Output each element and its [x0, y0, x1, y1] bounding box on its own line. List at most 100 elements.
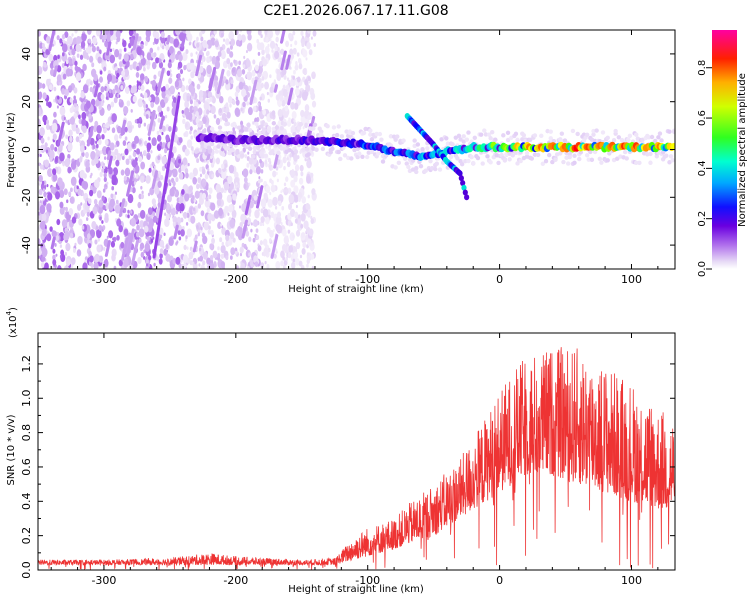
noise-speckle	[157, 117, 161, 123]
noise-speckle	[113, 97, 118, 104]
snr-y-axis: 0.0 0.2 0.4 0.6 0.8 1.0 1.2	[20, 346, 675, 579]
noise-speckle	[247, 71, 250, 76]
line-halo	[659, 138, 664, 143]
noise-speckle	[89, 185, 93, 190]
noise-speckle	[259, 159, 262, 164]
noise-speckle	[219, 237, 223, 243]
noise-speckle	[124, 167, 131, 177]
noise-speckle	[233, 176, 240, 186]
noise-speckle	[82, 125, 87, 134]
line-halo	[355, 154, 360, 160]
noise-speckle	[151, 61, 157, 70]
noise-speckle	[311, 265, 315, 269]
noise-speckle	[233, 59, 236, 64]
noise-speckle	[232, 67, 236, 73]
line-halo	[469, 154, 474, 160]
noise-speckle	[172, 168, 178, 178]
noise-speckle	[262, 58, 268, 67]
noise-speckle	[62, 73, 67, 80]
line-halo	[486, 132, 492, 137]
noise-speckle	[221, 241, 224, 246]
snr-marks	[38, 347, 675, 570]
noise-speckle	[297, 214, 301, 219]
noise-speckle	[95, 99, 100, 107]
noise-speckle	[285, 40, 290, 48]
noise-speckle	[288, 32, 293, 40]
noise-speckle	[216, 198, 222, 207]
snr-panel: -300 -200 -100 0 100 0.0 0.2 0.4 0.6 0.8 1.0 1.2 H…	[5, 307, 676, 595]
line-halo	[404, 161, 409, 166]
line-halo	[402, 156, 408, 162]
noise-speckle	[71, 48, 76, 56]
line-halo	[217, 125, 223, 130]
line-halo	[488, 160, 493, 165]
noise-speckle	[169, 73, 173, 78]
noise-speckle	[187, 162, 190, 167]
noise-speckle	[259, 42, 265, 51]
noise-speckle	[151, 52, 155, 58]
noise-speckle	[279, 95, 284, 102]
noise-speckle	[190, 52, 193, 57]
noise-speckle	[211, 237, 215, 245]
noise-speckle	[54, 191, 61, 200]
noise-speckle	[98, 49, 102, 55]
noise-speckle	[243, 55, 246, 60]
branch-segment	[464, 194, 470, 201]
line-halo	[216, 144, 221, 149]
noise-speckle	[210, 229, 214, 236]
noise-speckle	[157, 113, 160, 117]
noise-speckle	[67, 153, 71, 160]
line-halo	[450, 142, 455, 147]
noise-speckle	[110, 240, 116, 248]
noise-speckle	[254, 209, 260, 219]
noise-speckle	[88, 250, 92, 257]
noise-speckle	[79, 54, 84, 60]
line-halo	[350, 130, 356, 136]
line-halo	[339, 134, 345, 139]
noise-speckle	[120, 169, 125, 176]
noise-speckle	[228, 204, 234, 213]
line-halo	[298, 122, 303, 127]
noise-speckle	[164, 218, 170, 228]
noise-speckle	[160, 174, 164, 181]
noise-speckle	[125, 213, 128, 218]
noise-speckle	[64, 31, 69, 38]
noise-speckle	[123, 228, 129, 237]
line-halo	[236, 125, 242, 130]
noise-speckle	[202, 116, 207, 125]
noise-speckle	[90, 172, 93, 177]
noise-speckle	[152, 211, 156, 217]
noise-speckle	[285, 176, 289, 182]
noise-speckle	[123, 68, 130, 77]
noise-speckle	[187, 33, 193, 42]
noise-speckle	[206, 50, 210, 56]
noise-speckle	[42, 92, 47, 100]
noise-speckle	[41, 247, 48, 257]
noise-speckle	[115, 78, 119, 83]
noise-speckle	[68, 85, 73, 92]
noise-speckle	[46, 119, 50, 125]
noise-speckle	[199, 75, 205, 83]
noise-speckle	[265, 185, 271, 194]
noise-speckle	[188, 185, 193, 192]
noise-speckle	[239, 205, 241, 209]
noise-speckle	[225, 79, 229, 85]
noise-speckle	[264, 260, 267, 265]
noise-speckle	[109, 92, 114, 99]
noise-speckle	[100, 93, 105, 101]
noise-speckle	[65, 206, 68, 212]
noise-speckle	[198, 247, 202, 252]
noise-speckle	[78, 218, 83, 226]
noise-speckle	[282, 84, 286, 90]
line-halo	[482, 128, 487, 133]
noise-speckle	[109, 54, 115, 64]
noise-speckle	[293, 185, 299, 194]
noise-speckle	[135, 72, 140, 78]
noise-speckle	[163, 96, 169, 104]
noise-speckle	[62, 162, 65, 167]
noise-speckle	[70, 161, 77, 170]
noise-speckle	[204, 198, 211, 208]
noise-speckle	[180, 229, 185, 237]
line-halo	[330, 146, 335, 152]
noise-speckle	[96, 124, 102, 134]
